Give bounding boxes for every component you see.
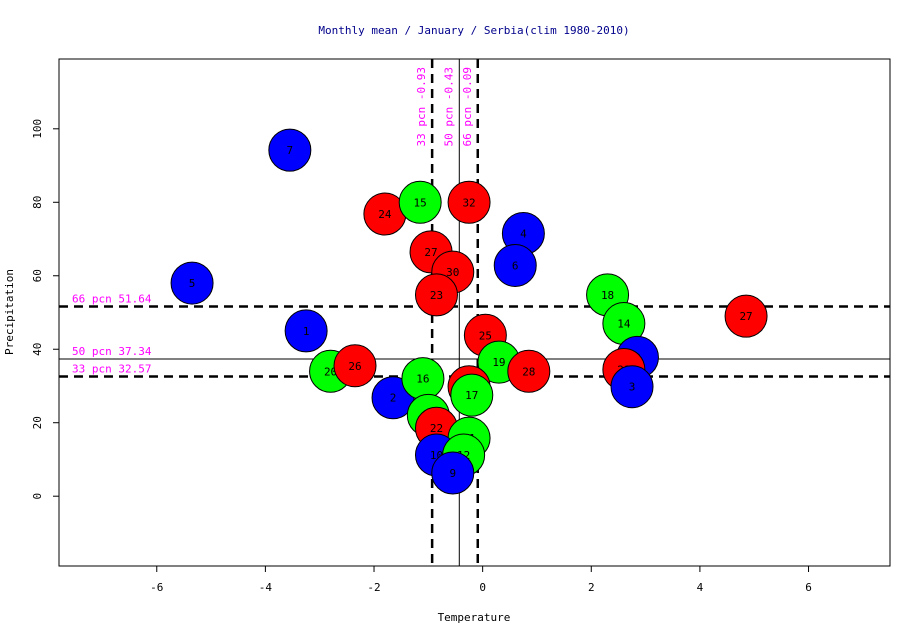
data-point bbox=[493, 243, 537, 287]
data-point bbox=[450, 373, 494, 417]
data-point-label: 3 bbox=[629, 381, 636, 394]
data-point-label: 4 bbox=[520, 228, 527, 241]
temperature-percentile-label: 50 pcn -0.43 bbox=[442, 67, 455, 146]
data-point-label: 26 bbox=[348, 360, 361, 373]
data-point-label: 28 bbox=[522, 365, 535, 378]
chart-title: Monthly mean / January / Serbia(clim 198… bbox=[318, 24, 629, 37]
data-point-label: 17 bbox=[465, 389, 478, 402]
y-axis-label: Precipitation bbox=[3, 269, 16, 355]
data-point-label: 23 bbox=[430, 289, 443, 302]
data-point-label: 18 bbox=[601, 289, 614, 302]
data-point bbox=[610, 365, 654, 409]
x-tick-label: 4 bbox=[697, 581, 704, 594]
precipitation-percentile-label: 33 pcn 32.57 bbox=[72, 363, 151, 376]
data-point bbox=[724, 294, 768, 338]
plot-frame bbox=[58, 58, 891, 567]
data-point-label: 16 bbox=[416, 373, 429, 386]
precipitation-percentile-label: 66 pcn 51.64 bbox=[72, 292, 152, 305]
data-point bbox=[431, 451, 475, 495]
data-point-label: 5 bbox=[189, 277, 196, 290]
data-point bbox=[333, 344, 377, 388]
x-tick-label: 6 bbox=[805, 581, 812, 594]
data-point bbox=[414, 273, 458, 317]
data-point-label: 19 bbox=[492, 356, 505, 369]
data-point-label: 9 bbox=[449, 467, 456, 480]
data-point bbox=[447, 180, 491, 224]
y-tick-label: 0 bbox=[31, 493, 44, 500]
x-tick-label: -4 bbox=[259, 581, 273, 594]
temperature-percentile-label: 66 pcn -0.09 bbox=[461, 67, 474, 146]
data-point-label: 32 bbox=[462, 196, 475, 209]
data-point-label: 14 bbox=[617, 318, 631, 331]
temperature-percentile-label: 33 pcn -0.93 bbox=[415, 67, 428, 146]
data-point bbox=[170, 261, 214, 305]
y-tick-label: 40 bbox=[31, 343, 44, 356]
data-point-label: 7 bbox=[287, 144, 294, 157]
data-point bbox=[284, 309, 328, 353]
y-tick-label: 20 bbox=[31, 416, 44, 429]
x-tick-label: -6 bbox=[150, 581, 163, 594]
data-point-label: 22 bbox=[430, 422, 443, 435]
data-point-label: 25 bbox=[479, 329, 492, 342]
x-axis-label: Temperature bbox=[438, 611, 511, 624]
y-tick-label: 100 bbox=[31, 119, 44, 139]
x-tick-label: 2 bbox=[588, 581, 595, 594]
data-point-label: 30 bbox=[446, 266, 459, 279]
data-point-label: 6 bbox=[512, 259, 519, 272]
data-point bbox=[507, 349, 551, 393]
precipitation-percentile-label: 50 pcn 37.34 bbox=[72, 345, 152, 358]
data-point bbox=[268, 128, 312, 172]
data-point-label: 27 bbox=[739, 310, 752, 323]
x-tick-label: 0 bbox=[479, 581, 486, 594]
x-tick-label: -2 bbox=[367, 581, 380, 594]
data-point bbox=[398, 180, 442, 224]
data-point-label: 2 bbox=[390, 392, 397, 405]
data-point-label: 24 bbox=[378, 208, 392, 221]
data-point-label: 1 bbox=[303, 325, 310, 338]
y-tick-label: 80 bbox=[31, 196, 44, 209]
data-point-label: 27 bbox=[424, 246, 437, 259]
data-point-label: 15 bbox=[414, 196, 427, 209]
y-tick-label: 60 bbox=[31, 269, 44, 282]
